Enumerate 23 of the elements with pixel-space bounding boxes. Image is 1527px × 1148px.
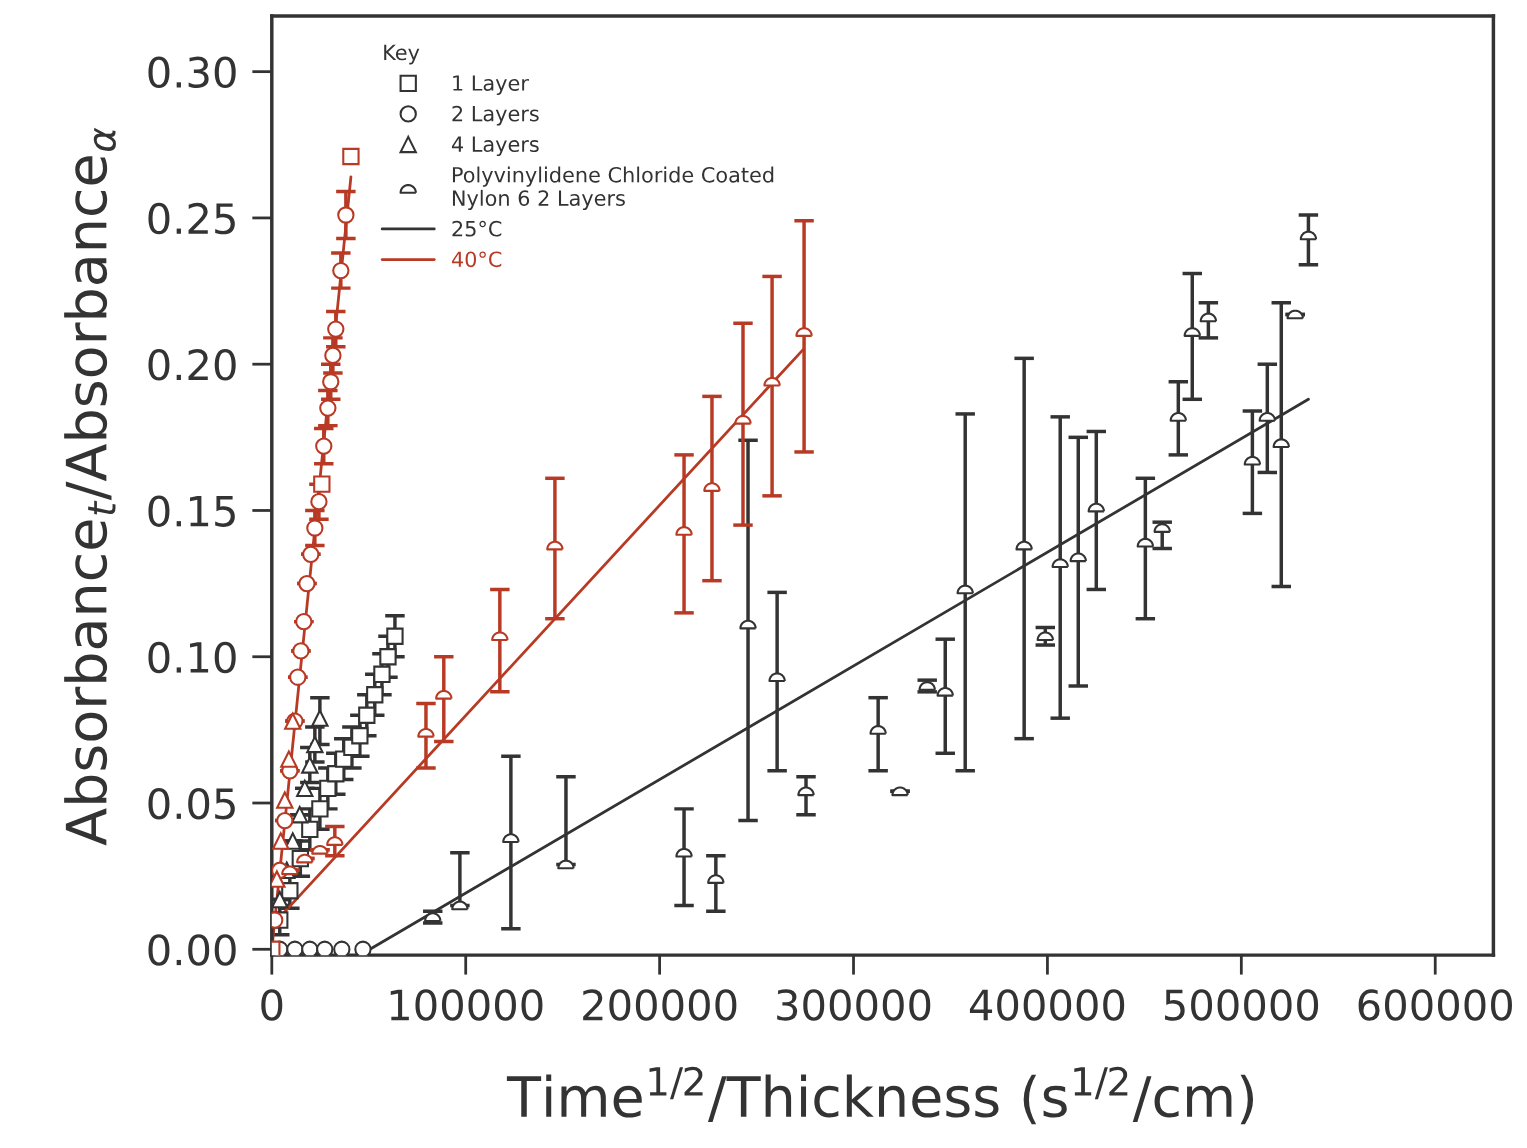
y-tick-label: 0.30 [148, 56, 236, 89]
y-tick-label: 0.10 [148, 641, 236, 674]
x-axis-title: Time$^{1/2}$/Thickness (s$^{1/2}$/cm) [506, 1066, 1254, 1125]
legend-label: 25°C [452, 220, 502, 237]
x-tick-label: 100000 [390, 989, 543, 1021]
legend-label: 1 Layer [453, 75, 529, 95]
legend-label: Polyvinylidene Chloride Coated Nylon 6 2 Layers [452, 166, 774, 211]
legend-label: 2 Layers [452, 105, 539, 126]
y-tick-label: 0.15 [148, 495, 235, 527]
x-tick-label: 400000 [969, 989, 1125, 1021]
y-tick-label: 0.20 [148, 349, 236, 381]
legend-label: 40°C [451, 251, 502, 268]
legend-title: Key [384, 44, 420, 65]
x-tick-label: 500000 [1165, 989, 1319, 1021]
x-tick-label: 200000 [583, 989, 737, 1021]
y-tick-label: 0.05 [148, 787, 235, 820]
y-axis-title: Absorbance$_{t}$/Absorbance$_{α}$ [64, 127, 116, 846]
x-tick-label: 600000 [1358, 989, 1512, 1021]
x-tick-label: 0 [261, 989, 283, 1021]
y-tick-label: 0.25 [148, 202, 235, 235]
y-tick-label: 0.00 [148, 934, 236, 966]
legend-label: 4 Layers [451, 136, 539, 157]
x-tick-label: 300000 [777, 989, 931, 1021]
